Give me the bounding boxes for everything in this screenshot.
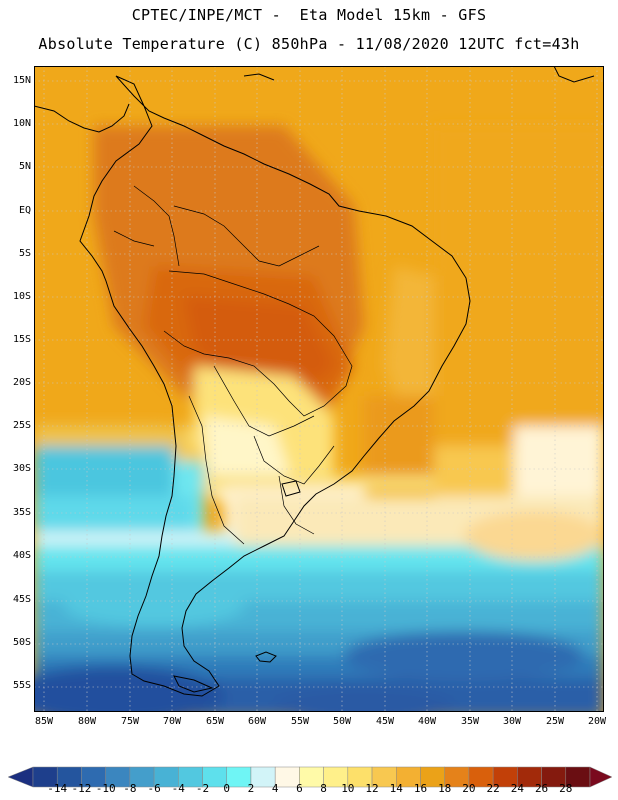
lon-label: 35W [460,716,480,727]
legend-tick-label: -10 [95,782,116,795]
lon-label: 50W [332,716,352,727]
lat-label: 5S [18,248,31,259]
legend-tick-label: 8 [320,782,327,795]
legend-tick-label: 6 [296,782,303,795]
temperature-field [34,126,604,712]
legend-tick-label: 14 [389,782,403,795]
central-america-coastline [34,66,595,133]
lon-label: 75W [120,716,140,727]
legend-tick-label: -4 [171,782,185,795]
lon-label: 85W [34,716,54,727]
lon-label: 30W [502,716,522,727]
legend-tick-label: 24 [510,782,524,795]
lat-label: 50S [12,637,31,648]
lon-label: 40W [417,716,437,727]
legend-tick-label: 22 [486,782,500,795]
country-borders [113,185,353,545]
falkland-islands [255,651,277,663]
lat-label: 25S [12,420,31,431]
legend-tick-label: -12 [71,782,92,795]
lon-label: 20W [587,716,607,727]
south-america-coastline [79,75,471,697]
lat-label: 20S [12,377,31,388]
legend-tick-label: 28 [559,782,573,795]
lat-label: 40S [12,550,31,561]
graticule [34,66,604,712]
lat-label: 35S [12,507,31,518]
lon-label: 45W [375,716,395,727]
map-frame [34,66,604,712]
lon-label: 60W [247,716,267,727]
lat-label: 55S [12,680,31,691]
lon-label: 65W [205,716,225,727]
legend-tick-label: 12 [365,782,379,795]
map-title-line-2: Absolute Temperature (C) 850hPa - 11/08/… [38,35,580,53]
legend-tick-label: 10 [341,782,355,795]
legend-tick-label: 4 [271,782,279,795]
legend-tick-label: 18 [438,782,452,795]
lon-label: 70W [162,716,182,727]
legend-tick-label: 0 [223,782,231,795]
legend-tick-label: 16 [413,782,428,795]
legend-tick-label: -14 [47,782,68,795]
legend-high-arrow [589,766,613,788]
lon-label: 25W [545,716,565,727]
lat-label: 10S [12,291,31,302]
color-legend-bar [7,766,613,788]
lat-label: 30S [12,463,31,474]
legend-low-arrow [7,766,34,788]
tierra-del-fuego [173,675,214,693]
coastlines [34,66,595,697]
lat-label: 15N [12,75,31,86]
legend-tick-label: -2 [195,782,210,795]
legend-tick-label: 26 [534,782,549,795]
lagoon [281,480,301,497]
legend-tick-label: -6 [147,782,161,795]
map-canvas [34,66,604,712]
lon-label: 80W [77,716,97,727]
legend-tick-label: -8 [123,782,137,795]
legend-tick-label: 20 [462,782,476,795]
lat-label: 5N [18,161,31,172]
temperature-map [34,66,604,712]
lat-label: 10N [12,118,31,129]
lon-label: 55W [290,716,310,727]
legend-tick-label: 2 [247,782,255,795]
lat-label: EQ [18,205,31,216]
map-title-line-1: CPTEC/INPE/MCT - Eta Model 15km - GFS [131,6,487,24]
lat-label: 45S [12,594,31,605]
lat-label: 15S [12,334,31,345]
